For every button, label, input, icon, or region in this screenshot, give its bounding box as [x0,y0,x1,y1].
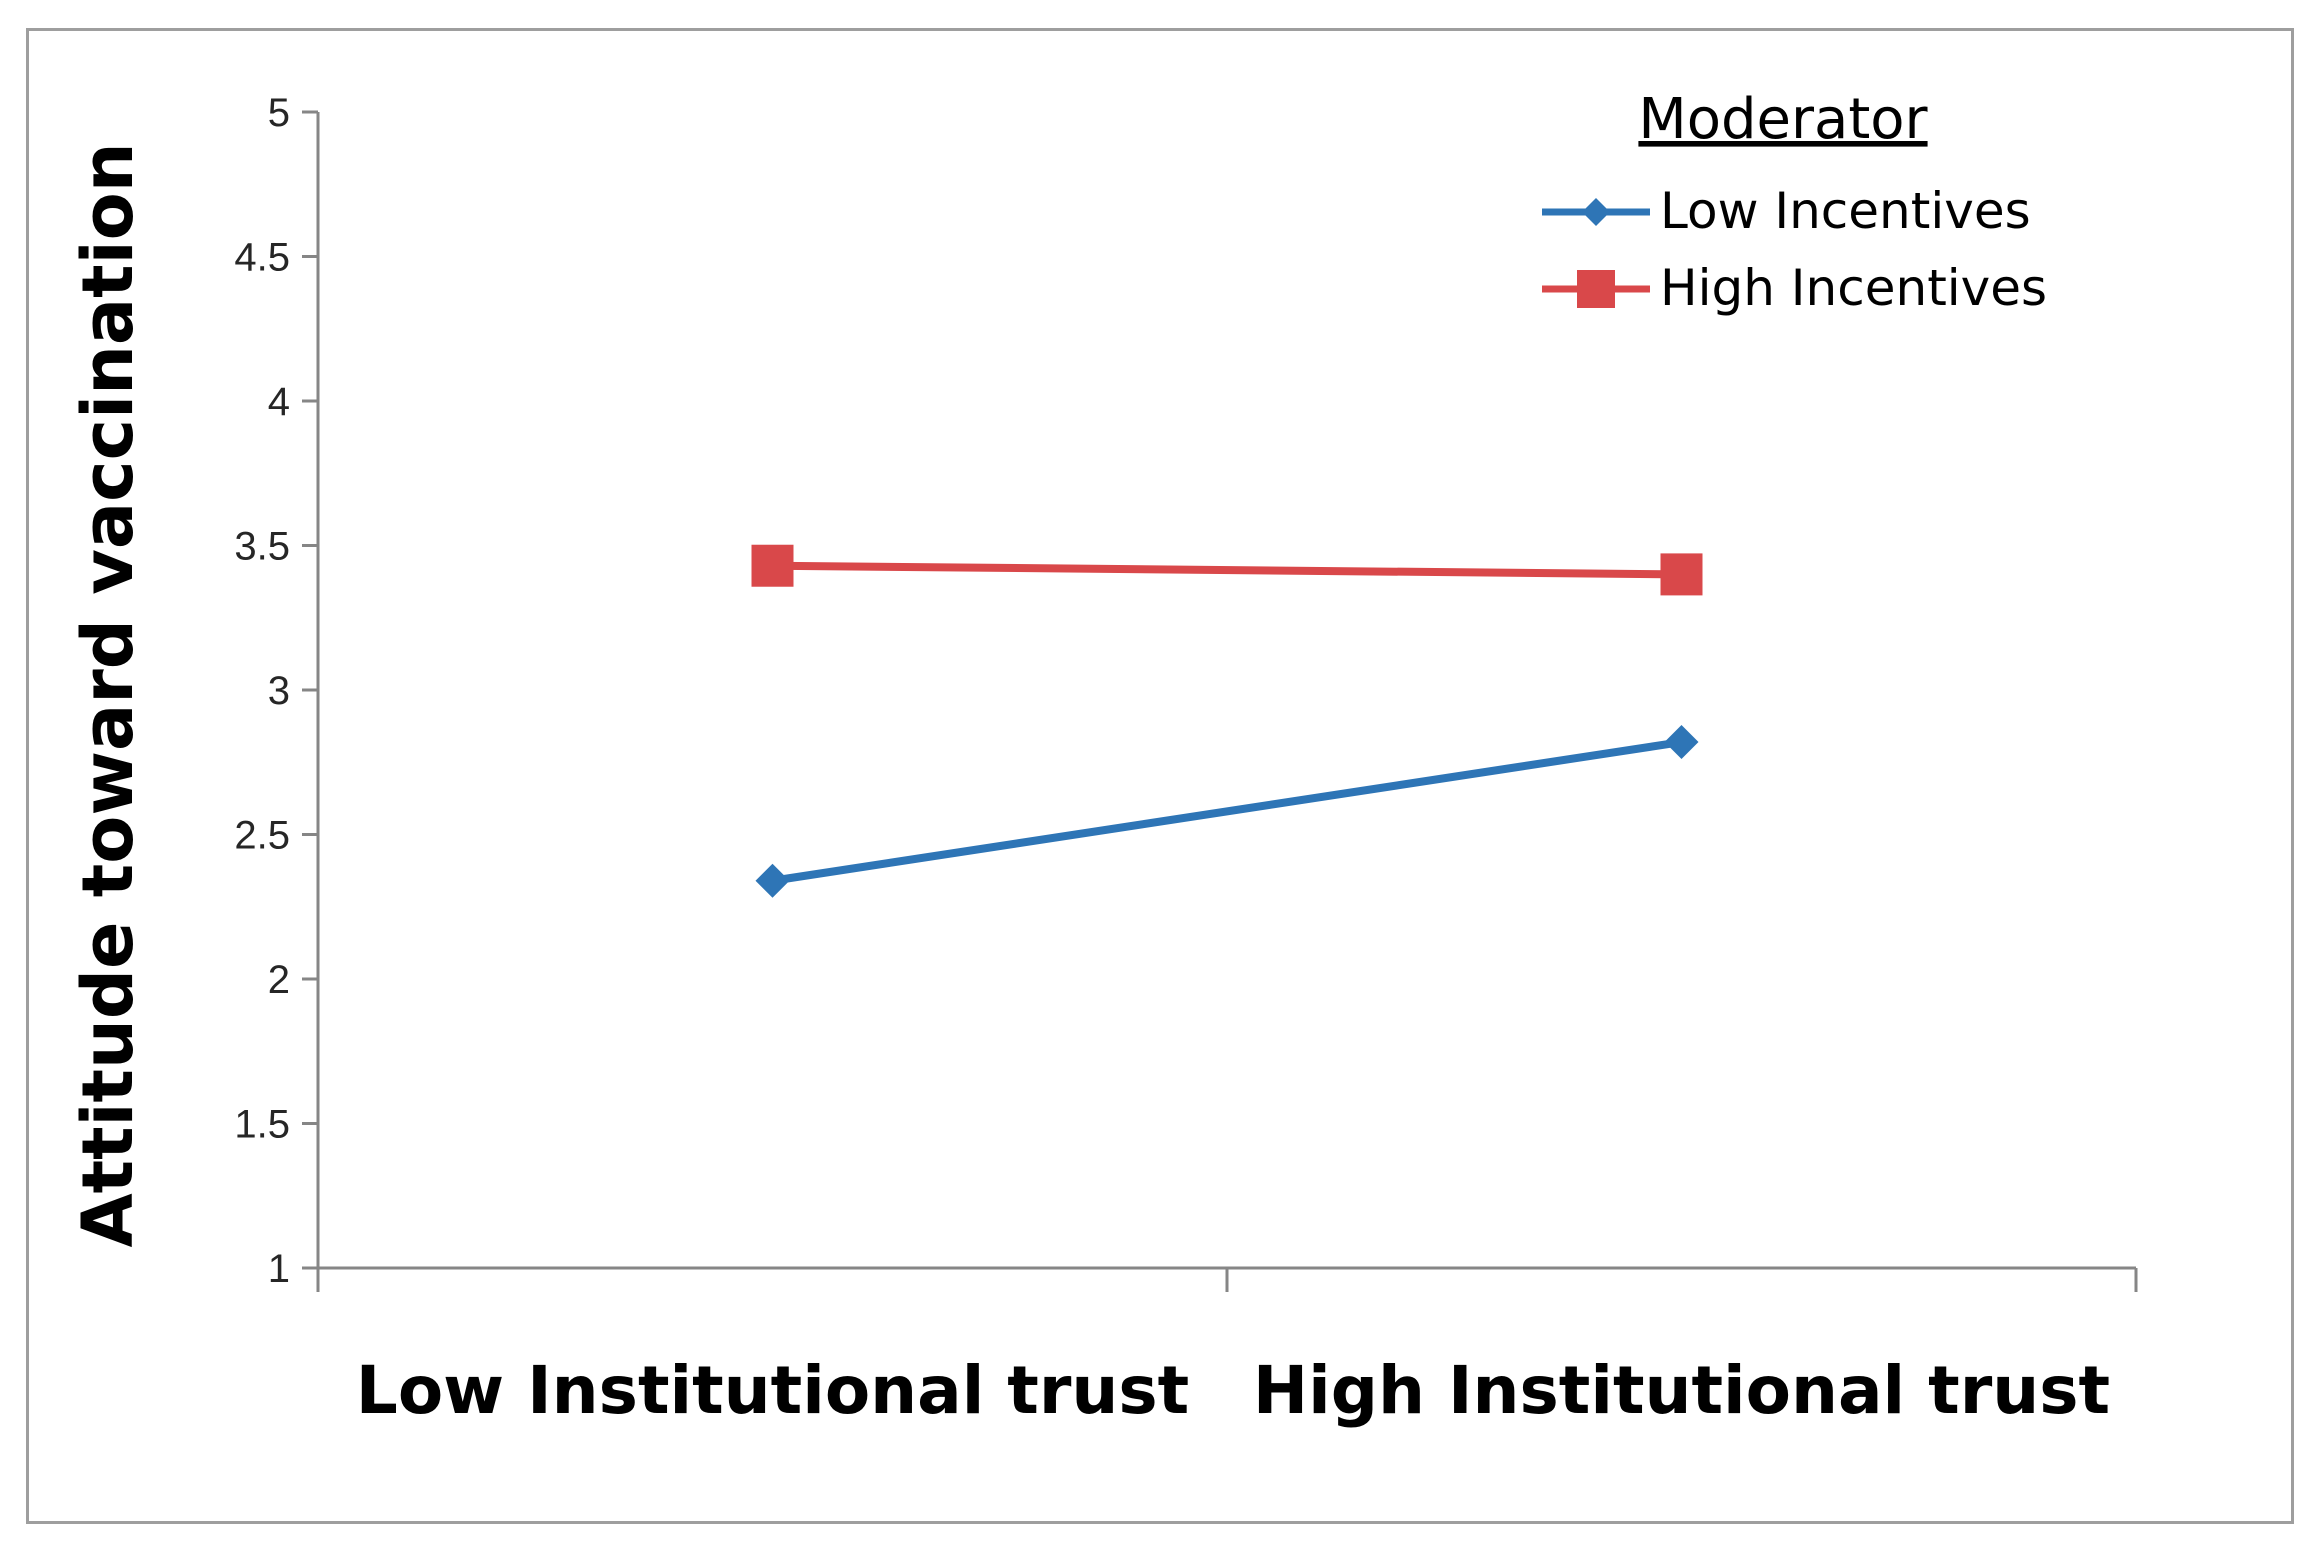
legend-marker-high-incentives [1577,270,1615,308]
legend: Moderator Low Incentives High Incentives [1542,87,2047,317]
y-tick-label: 2 [268,958,290,1002]
y-tick-label: 1.5 [234,1103,290,1147]
y-tick-label: 4 [268,380,290,424]
legend-marker-low-incentives [1582,198,1610,226]
y-tick-label: 3.5 [234,525,290,569]
y-axis-title: Attitude toward vaccination [67,142,149,1247]
y-tick-label: 3 [268,669,290,713]
chart-frame [26,28,2294,1524]
series-line-high-incentives [772,561,1682,579]
series-line-low-incentives [771,738,1683,885]
x-category-label: High Institutional trust [1253,1352,2110,1429]
y-tick-label: 5 [268,91,290,135]
legend-label-low-incentives: Low Incentives [1660,182,2031,240]
y-tick-label: 4.5 [234,236,290,280]
x-category-label: Low Institutional trust [356,1352,1189,1429]
y-tick-label: 1 [268,1247,290,1291]
y-ticks: 1 1.5 2 2.5 3 3.5 4 4.5 5 [234,91,318,1291]
data-point-high-incentives [751,544,794,587]
x-ticks: Low Institutional trust High Institutiona… [316,1268,2138,1429]
data-point-low-incentives [1664,725,1699,760]
legend-title: Moderator [1638,87,1928,152]
legend-label-high-incentives: High Incentives [1660,259,2047,317]
y-tick-label: 2.5 [234,814,290,858]
data-point-low-incentives [755,863,790,898]
series-layer [751,544,1703,898]
data-point-high-incentives [1660,553,1703,596]
